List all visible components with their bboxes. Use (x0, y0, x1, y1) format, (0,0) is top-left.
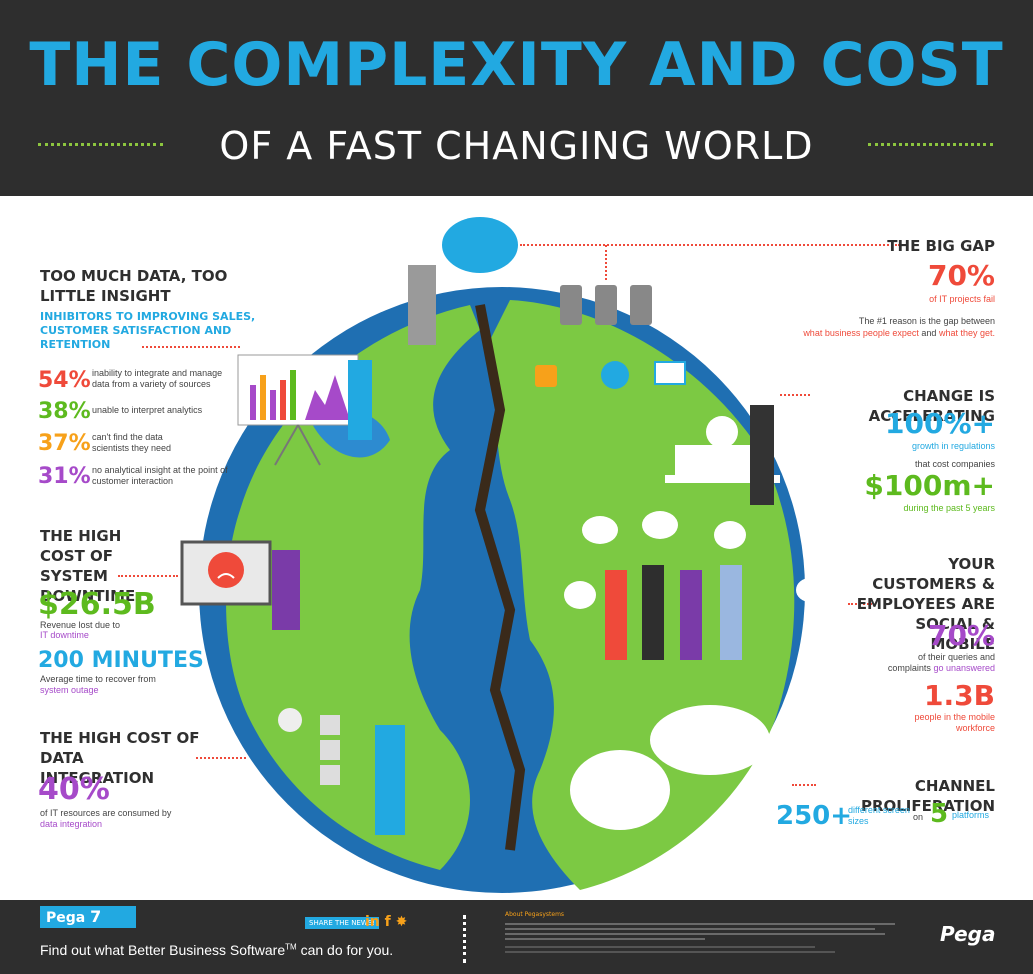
businessman-top (408, 265, 436, 345)
stat-37-pct: 37% (38, 431, 91, 456)
about-body-text (505, 920, 905, 960)
recovery-value: 200 MINUTES (38, 648, 204, 673)
stat-38-pct: 38% (38, 399, 91, 424)
presenter-person (348, 360, 372, 440)
woman-person (272, 550, 300, 630)
recovery-highlight: system outage (40, 685, 99, 695)
stat-38-text: unable to interpret analytics (92, 405, 203, 415)
gap-leader-drop (605, 245, 607, 280)
stat-54-text: inability to integrate and manage data f… (92, 368, 223, 389)
change-value2: $100m+ (864, 469, 995, 502)
channel-leader-line (792, 784, 816, 786)
gap-highlight-line: what business people expect and what the… (700, 328, 995, 339)
change-text: that cost companies (914, 459, 995, 469)
about-title: About Pegasystems (505, 911, 565, 918)
integration-servers (278, 708, 340, 785)
data-heading: TOO MUCH DATA, TOO LITTLE INSIGHT (40, 267, 228, 305)
tagline-text: Find out what Better Business Software (40, 942, 286, 958)
stat-31-pct: 31% (38, 464, 91, 489)
pega-logo-text: Pega (46, 910, 86, 926)
cloud-bubble (442, 217, 518, 273)
tagline-tm: TM (285, 942, 297, 952)
social-text: of their queries and (917, 652, 995, 662)
title-dotted-rule-right (868, 143, 993, 146)
twitter-icon[interactable]: ✸ (395, 914, 408, 930)
pega7-logo[interactable]: Pega 7 (40, 906, 136, 928)
crack (474, 304, 526, 851)
social-value2: 1.3B (924, 679, 995, 712)
downtime-text: Revenue lost due to (40, 620, 121, 630)
gap-text: The #1 reason is the gap between (858, 316, 995, 326)
server-racks (560, 285, 652, 325)
gap-value: 70% (927, 259, 995, 292)
device-bubble (570, 750, 670, 830)
worried-businessman (750, 405, 774, 505)
facebook-icon[interactable]: f (384, 914, 391, 930)
social-sub2: people in the mobile workforce (914, 712, 995, 733)
social-value: 70% (927, 619, 995, 652)
social-line-2: complaints go unanswered (780, 663, 995, 674)
monitor-icon (654, 361, 686, 385)
channel-value: 250+ (776, 801, 853, 831)
channel-sub: different screen sizes (848, 805, 910, 826)
channel-cloud-bubble (650, 705, 770, 775)
linkedin-icon[interactable]: in (365, 914, 380, 930)
recovery-text: Average time to recover from (40, 674, 156, 684)
downtime-leader-line (118, 575, 178, 577)
database-icon (535, 365, 557, 387)
data-subheading: INHIBITORS TO IMPROVING SALES, CUSTOMER … (40, 310, 256, 351)
footer-bar (0, 900, 1033, 974)
channel-sub2: platforms (952, 810, 990, 820)
gap-heading: THE BIG GAP (887, 237, 995, 255)
downtime-highlight: IT downtime (40, 630, 89, 640)
footer-tagline: Find out what Better Business SoftwareTM… (40, 942, 393, 958)
change-sub: growth in regulations (911, 441, 995, 451)
footer-divider (463, 915, 466, 963)
change-heading: CHANGE IS ACCELERATING (868, 387, 995, 425)
integration-text: of IT resources are consumed by (40, 808, 172, 818)
pega-brand-logo[interactable]: Pega (940, 922, 996, 946)
change-value: 100%+ (885, 407, 995, 440)
downtime-value: $26.5B (38, 587, 156, 622)
integration-value: 40% (38, 772, 110, 807)
channel-on: on (913, 812, 924, 822)
globe-illustration (180, 217, 820, 893)
change-leader-line (780, 394, 810, 396)
globe-icon-small (601, 361, 629, 389)
social-text-b: complaints (887, 663, 931, 673)
social-leader-line (848, 603, 872, 605)
integration-highlight: data integration (40, 819, 103, 829)
downtime-heading: THE HIGH COST OF SYSTEM DOWNTIME (40, 527, 136, 605)
tagline-end: can do for you. (296, 942, 394, 958)
header-banner (0, 0, 1033, 196)
title-dotted-rule-left (38, 143, 163, 146)
social-heading: YOUR CUSTOMERS & EMPLOYEES ARE SOCIAL & … (856, 555, 995, 653)
social-links: in f ✸ (365, 914, 407, 930)
social-highlight: go unanswered (933, 663, 995, 673)
gap-highlight-b: what they get. (938, 328, 995, 338)
change-sub2: during the past 5 years (903, 503, 995, 513)
integration-leader-line (196, 757, 246, 759)
page-title: THE COMPLEXITY AND COST (29, 30, 1004, 100)
data-leader-line (142, 346, 240, 348)
channel-heading: CHANNEL PROLIFERATION (860, 777, 995, 815)
pega-version: 7 (90, 907, 102, 926)
gap-leader-line (520, 244, 900, 246)
page-subtitle: OF A FAST CHANGING WORLD (219, 124, 814, 168)
gap-highlight-a: what business people expect (803, 328, 919, 338)
people-group (605, 565, 742, 660)
stat-37-text: can't find the data scientists they need (92, 432, 172, 453)
channel-value2: 5 (930, 799, 949, 829)
gap-sub: of IT projects fail (929, 294, 995, 304)
integration-heading: THE HIGH COST OF DATA INTEGRATION (40, 729, 200, 787)
share-button[interactable]: SHARE THE NEWS! (305, 917, 380, 929)
stat-31-text: no analytical insight at the point of cu… (92, 465, 228, 486)
gap-and: and (921, 328, 937, 338)
integration-person (375, 725, 405, 835)
stat-54-pct: 54% (38, 368, 91, 393)
